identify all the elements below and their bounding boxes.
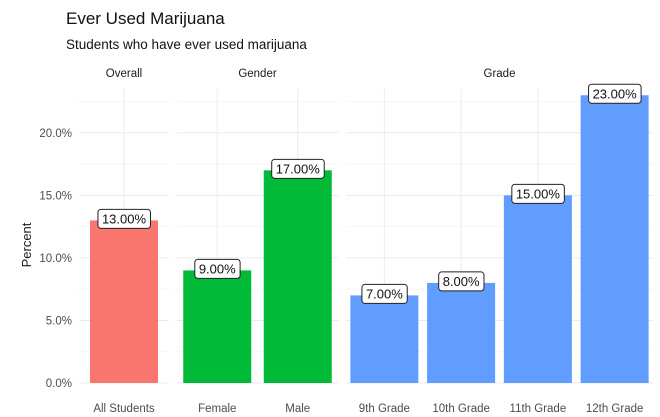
data-label-text: 9.00% [199,261,236,276]
data-label-text: 7.00% [366,286,403,301]
x-tick-label: 10th Grade [432,403,490,415]
bar [350,295,419,383]
chart-title: Ever Used Marijuana [66,9,225,28]
y-axis: 0.0% 5.0% 10.0% 15.0% 20.0% [39,128,72,390]
data-label-text: 23.00% [593,86,638,101]
data-label: 8.00% [438,271,485,292]
bar [503,195,572,383]
y-tick-label: 10.0% [39,253,72,265]
data-label-box [438,271,485,292]
data-label-text: 17.00% [276,161,321,176]
bar [580,95,649,384]
data-label: 15.00% [511,183,565,204]
data-label: 7.00% [361,283,408,304]
bar [183,270,252,383]
y-axis-label: Percent [19,222,34,267]
x-tick-label: Female [198,403,236,415]
data-label: 17.00% [271,158,325,179]
data-label-box [588,83,642,104]
facet-panel-gender: Gender Female 9.00% Male 17.00% [183,68,332,415]
bar [427,282,496,383]
chart-subtitle: Students who have ever used marijuana [66,37,307,52]
facet-panel-overall: Overall All Students 13.00% [90,68,158,415]
data-label-box [194,258,241,279]
data-label: 13.00% [97,208,151,229]
facet-label: Grade [484,68,516,80]
bar [90,220,158,383]
y-tick-label: 0.0% [46,378,72,390]
x-tick-label: 11th Grade [510,403,567,415]
data-label-text: 13.00% [102,211,147,226]
facet-label: Gender [238,68,277,80]
x-tick-label: 12th Grade [586,403,644,415]
data-label: 9.00% [194,258,241,279]
data-label-box [361,283,408,304]
data-label-text: 15.00% [516,186,561,201]
x-tick-label: Male [285,403,310,415]
facet-panel-grade: Grade 9th Grade 7.00% 10th Grade 8.00% 11th G… [350,68,649,415]
bar [263,170,332,383]
data-label-box [511,183,565,204]
facet-panels: Overall All Students 13.00% Gender Female 9.0… [90,68,649,415]
data-label-text: 8.00% [443,274,480,289]
y-tick-label: 20.0% [39,128,72,140]
data-label-box [271,158,325,179]
data-label-box [97,208,151,229]
facet-label: Overall [106,68,142,80]
x-tick-label: 9th Grade [359,403,410,415]
data-label: 23.00% [588,83,642,104]
y-tick-label: 15.0% [39,190,72,202]
y-tick-label: 5.0% [46,315,72,327]
x-tick-label: All Students [93,403,155,415]
